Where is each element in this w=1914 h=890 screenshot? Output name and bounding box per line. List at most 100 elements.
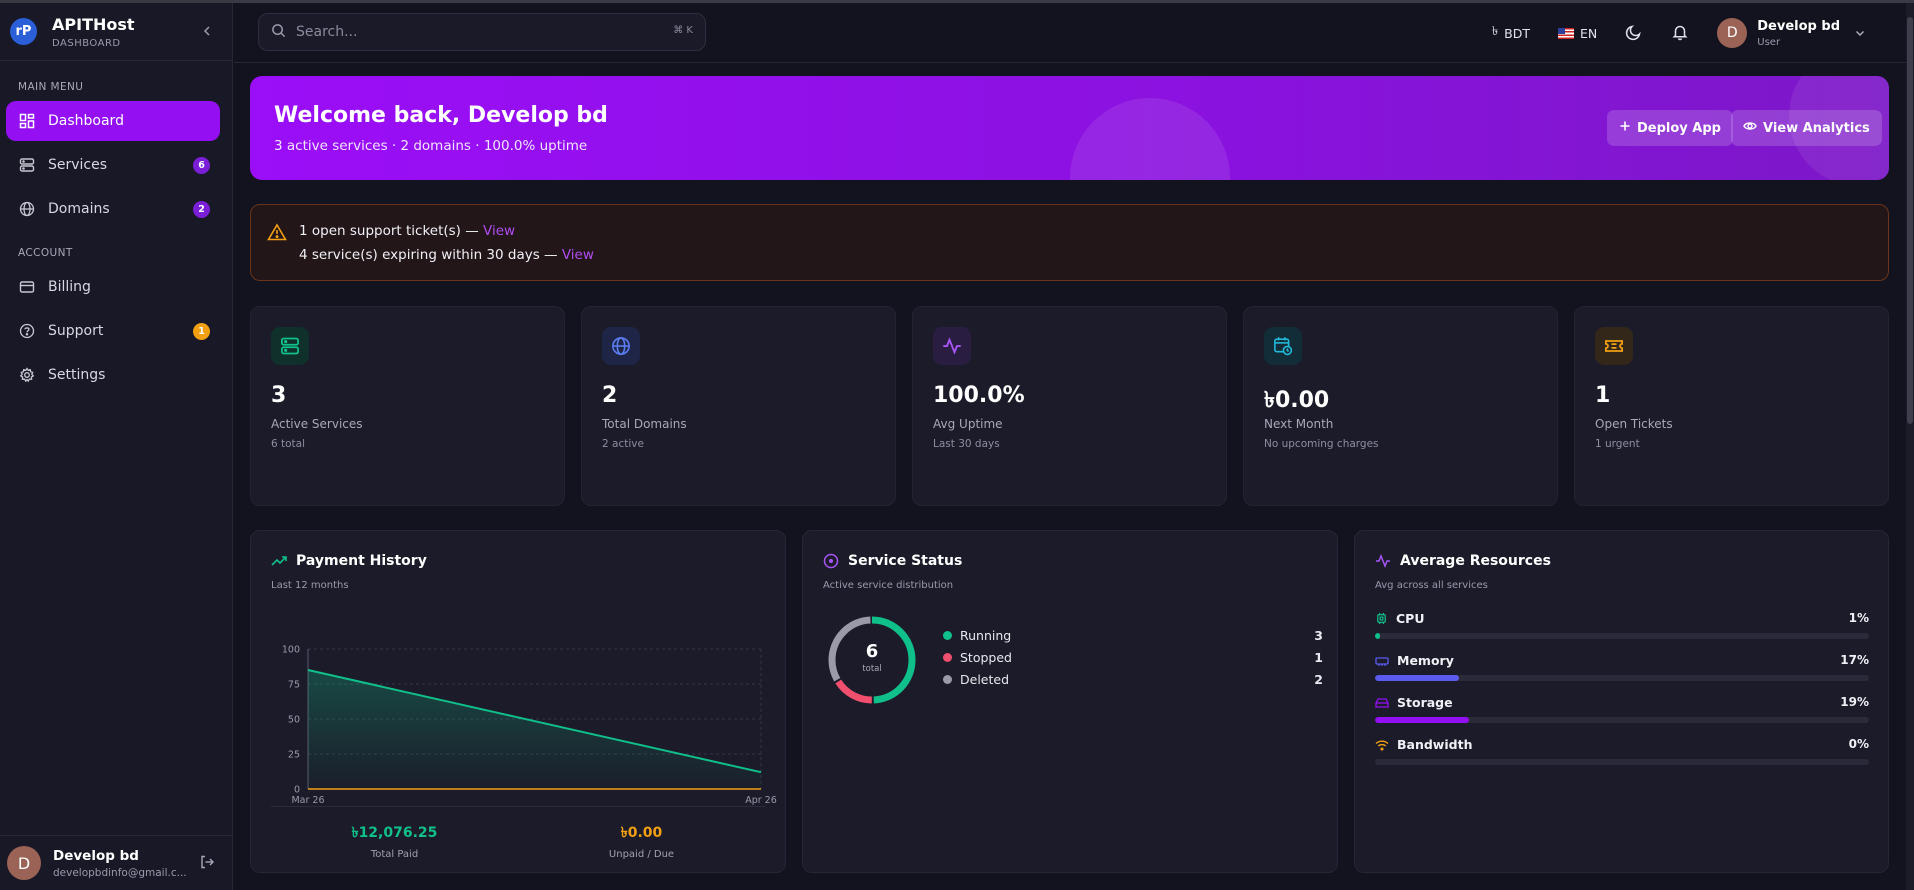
view-analytics-button[interactable]: View Analytics	[1731, 110, 1882, 146]
language-selector[interactable]: EN	[1558, 26, 1597, 41]
payment-totals: ৳12,076.25 Total Paid ৳0.00 Unpaid / Due	[271, 806, 765, 866]
resource-percent: 17%	[1840, 653, 1869, 667]
resource-bandwidth: Bandwidth 0%	[1375, 737, 1869, 765]
calendar-clock-icon	[1264, 327, 1302, 365]
us-flag-icon	[1558, 27, 1575, 39]
status-label: Stopped	[960, 650, 1012, 665]
server-icon	[271, 327, 309, 365]
stat-card-next-month[interactable]: ৳0.00 Next Month No upcoming charges	[1243, 306, 1558, 506]
language-label: EN	[1580, 25, 1598, 41]
sidebar-item-billing[interactable]: Billing	[6, 267, 220, 307]
stat-sub: No upcoming charges	[1264, 438, 1379, 450]
donut-slice	[828, 616, 916, 704]
deploy-app-button[interactable]: Deploy App	[1607, 110, 1733, 146]
search-shortcut: ⌘ K	[673, 25, 693, 36]
scrollbar-thumb[interactable]	[1907, 17, 1913, 424]
status-circle-icon	[823, 553, 839, 569]
theme-toggle[interactable]	[1625, 23, 1643, 44]
storage-icon	[1375, 697, 1389, 709]
average-resources-subtitle: Avg across all services	[1375, 580, 1488, 591]
sidebar-item-domains[interactable]: Domains 2	[6, 189, 220, 229]
alert-line: 1 open support ticket(s) — View	[299, 223, 515, 239]
sidebar-item-settings[interactable]: Settings	[6, 355, 220, 395]
stat-label: Avg Uptime	[933, 417, 1003, 431]
view-expiring-link[interactable]: View	[561, 247, 594, 263]
services-count-badge: 6	[193, 157, 210, 174]
bell-icon	[1671, 23, 1689, 44]
y-tick-label: 75	[288, 680, 300, 691]
y-tick-label: 50	[288, 715, 300, 726]
grid-icon	[18, 112, 36, 130]
resource-percent: 1%	[1848, 611, 1869, 625]
resource-track	[1375, 759, 1869, 765]
welcome-banner: Welcome back, Develop bd 3 active servic…	[250, 76, 1889, 180]
topbar: Search... ⌘ K ৳ BDT EN D Develop bd User	[234, 3, 1906, 63]
page-scrollbar[interactable]	[1906, 3, 1914, 890]
eye-icon	[1743, 120, 1757, 136]
resource-storage: Storage 19%	[1375, 695, 1869, 723]
avatar[interactable]: D	[7, 846, 41, 880]
stat-value: 100.0%	[933, 383, 1025, 408]
resource-track	[1375, 633, 1869, 639]
sidebar-user[interactable]: D Develop bd developbdinfo@gmail.c...	[0, 835, 233, 890]
user-menu[interactable]: D Develop bd User	[1717, 18, 1866, 48]
stat-card-avg-uptime[interactable]: 100.0% Avg Uptime Last 30 days	[912, 306, 1227, 506]
search-icon	[271, 23, 286, 42]
status-count: 1	[1314, 650, 1323, 665]
plus-icon	[1619, 120, 1631, 136]
chevron-down-icon[interactable]	[1854, 24, 1866, 43]
resource-percent: 19%	[1840, 695, 1869, 709]
sidebar-user-name: Develop bd	[53, 847, 139, 864]
avatar[interactable]: D	[1717, 18, 1748, 48]
series-area	[308, 670, 761, 789]
gear-icon	[18, 366, 36, 384]
brand-logo[interactable]: rP	[10, 18, 37, 45]
domains-count-badge: 2	[193, 201, 210, 218]
stat-value: 1	[1595, 383, 1611, 408]
warning-icon	[267, 223, 287, 245]
stat-value: 2	[602, 383, 618, 408]
stat-label: Next Month	[1264, 417, 1334, 431]
stat-label: Open Tickets	[1595, 417, 1673, 431]
activity-icon	[933, 327, 971, 365]
sidebar-item-support[interactable]: Support 1	[6, 311, 220, 351]
support-count-badge: 1	[193, 323, 210, 340]
logout-icon[interactable]	[199, 854, 215, 874]
status-label: Deleted	[960, 672, 1010, 687]
sidebar-item-dashboard[interactable]: Dashboard	[6, 101, 220, 141]
sidebar-item-services[interactable]: Services 6	[6, 145, 220, 185]
stat-card-open-tickets[interactable]: 1 Open Tickets 1 urgent	[1574, 306, 1889, 506]
view-tickets-link[interactable]: View	[483, 223, 516, 239]
status-legend-deleted: Deleted 2	[943, 672, 1323, 687]
collapse-sidebar-icon[interactable]	[200, 23, 214, 42]
sidebar-item-label: Services	[48, 157, 108, 173]
unpaid-label: Unpaid / Due	[608, 849, 675, 860]
y-tick-label: 0	[294, 785, 300, 796]
panel-header: Service Status	[823, 553, 962, 569]
search-placeholder: Search...	[296, 24, 358, 40]
stat-label: Total Domains	[602, 417, 687, 431]
currency-symbol: ৳	[1491, 23, 1499, 38]
total-paid: ৳12,076.25 Total Paid	[271, 821, 518, 860]
welcome-subtitle: 3 active services · 2 domains · 100.0% u…	[274, 138, 588, 154]
resource-label: CPU	[1396, 611, 1425, 626]
status-legend-stopped: Stopped 1	[943, 650, 1323, 665]
stat-card-active-services[interactable]: 3 Active Services 6 total	[250, 306, 565, 506]
banner-decoration	[1070, 98, 1230, 180]
notifications-button[interactable]	[1671, 23, 1689, 44]
status-label: Running	[960, 628, 1012, 643]
unpaid-value: ৳0.00	[620, 825, 663, 841]
alert-text: 1 open support ticket(s) —	[299, 223, 484, 239]
currency-selector[interactable]: ৳ BDT	[1492, 23, 1530, 43]
resource-cpu: CPU 1%	[1375, 611, 1869, 639]
stat-card-total-domains[interactable]: 2 Total Domains 2 active	[581, 306, 896, 506]
donut-slice	[828, 616, 916, 704]
search-input[interactable]: Search... ⌘ K	[258, 13, 706, 51]
total-paid-value: ৳12,076.25	[351, 825, 438, 841]
memory-fill	[1375, 675, 1459, 681]
sidebar: rP APITHost DASHBOARD MAIN MENU Dashboar…	[0, 3, 233, 890]
donut-total-label: total	[862, 664, 882, 674]
activity-icon	[1375, 553, 1391, 569]
user-name: Develop bd	[1757, 18, 1840, 34]
resource-label: Bandwidth	[1397, 737, 1473, 752]
